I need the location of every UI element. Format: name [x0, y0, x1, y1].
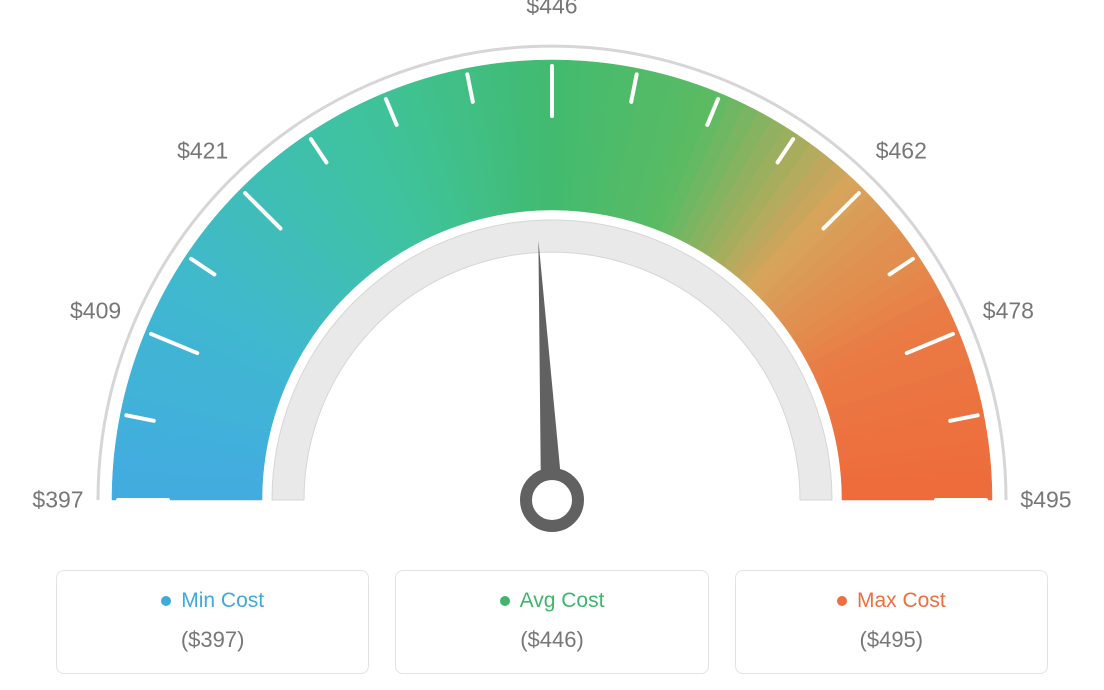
- legend-dot-max: [837, 596, 847, 606]
- legend-title-min: Min Cost: [181, 589, 264, 613]
- legend-title-max: Max Cost: [857, 589, 946, 613]
- cost-gauge: $397 $409 $421 $446 $462 $478 $495: [0, 0, 1104, 560]
- gauge-tick-label: $446: [526, 0, 577, 20]
- legend-card-avg: Avg Cost ($446): [395, 570, 708, 674]
- legend-value-max: ($495): [746, 627, 1037, 653]
- legend-value-min: ($397): [67, 627, 358, 653]
- legend-row: Min Cost ($397) Avg Cost ($446) Max Cost…: [0, 570, 1104, 674]
- legend-title-avg: Avg Cost: [520, 589, 605, 613]
- legend-dot-avg: [500, 596, 510, 606]
- gauge-tick-label: $478: [983, 297, 1034, 324]
- legend-card-min: Min Cost ($397): [56, 570, 369, 674]
- gauge-tick-label: $495: [1020, 487, 1071, 514]
- legend-value-avg: ($446): [406, 627, 697, 653]
- gauge-tick-label: $409: [70, 297, 121, 324]
- legend-card-max: Max Cost ($495): [735, 570, 1048, 674]
- gauge-tick-label: $397: [32, 487, 83, 514]
- gauge-tick-label: $462: [876, 137, 927, 164]
- gauge-tick-label: $421: [177, 137, 228, 164]
- legend-dot-min: [161, 596, 171, 606]
